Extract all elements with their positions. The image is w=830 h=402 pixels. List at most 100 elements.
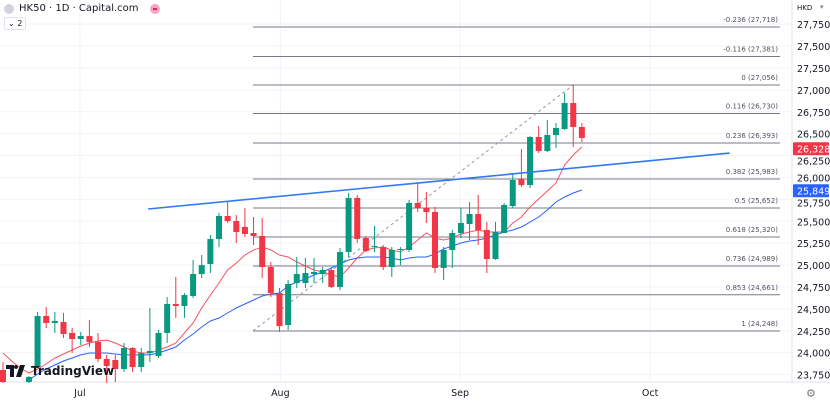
candle-body[interactable] [276,293,283,327]
time-tick-label: Aug [271,388,290,399]
candle-body[interactable] [86,336,93,342]
candle-body[interactable] [527,137,534,186]
candle-body[interactable] [129,348,136,368]
candle-body[interactable] [483,230,490,260]
candle-body[interactable] [302,273,309,284]
candle-body[interactable] [570,103,577,128]
price-label-text: 26,328 [797,145,830,156]
symbol-title[interactable]: HK50 · 1D · Capital.com [19,3,139,14]
trend-line[interactable] [148,152,730,210]
candle-body[interactable] [544,134,551,152]
candle-body[interactable] [259,235,266,267]
candle-body[interactable] [60,322,67,335]
price-tick-label: 24,250 [797,327,830,338]
fib-level-label: 0.618 (25,320) [726,226,778,234]
candle-body[interactable] [120,348,127,370]
candle-body[interactable] [492,232,499,260]
price-tick-label: 27,750 [797,20,830,31]
price-tick-label: 25,750 [797,199,830,210]
candle-body[interactable] [224,216,231,222]
candle-body[interactable] [95,341,102,359]
candle-body[interactable] [397,248,404,250]
price-tick-label: 26,250 [797,157,830,168]
candle-body[interactable] [241,226,248,234]
candle-body[interactable] [233,221,240,233]
candle-body[interactable] [552,127,559,135]
candle-body[interactable] [440,250,447,268]
candle-body[interactable] [146,350,153,354]
candle-body[interactable] [432,211,438,268]
candle-body[interactable] [198,265,205,275]
candle-body[interactable] [380,247,387,267]
candle-body[interactable] [112,360,119,370]
candle-body[interactable] [509,180,516,207]
candle-body[interactable] [285,283,292,325]
candle-body[interactable] [406,202,413,250]
price-tick-label: 26,750 [797,108,830,119]
price-tick-label: 27,250 [797,64,830,75]
candle-body[interactable] [34,315,41,368]
candle-body[interactable] [181,295,188,306]
candle-body[interactable] [345,197,352,253]
price-tick-label: 27,000 [797,86,830,97]
indicators-collapse-button[interactable]: ⌄ 2 [4,17,27,30]
candle-body[interactable] [371,245,378,248]
candle-body[interactable] [43,315,50,323]
candle-body[interactable] [207,238,214,265]
candle-body[interactable] [216,216,222,239]
candle-body[interactable] [388,250,395,267]
candle-body[interactable] [172,303,179,306]
candle-body[interactable] [164,303,171,333]
fib-level-label: 0.236 (26,393) [726,132,778,140]
candle-body[interactable] [51,320,58,323]
candle-body[interactable] [293,274,300,284]
candle-body[interactable] [250,233,257,236]
candle-body[interactable] [414,202,421,209]
logo-text: TradingView [31,364,115,378]
candle-body[interactable] [103,358,110,366]
candle-body[interactable] [457,223,464,234]
symbol-logo-icon [4,3,14,14]
chart-header: HK50 · 1D · Capital.com [4,3,160,14]
candle-body[interactable] [319,269,326,275]
candle-body[interactable] [0,370,6,383]
settings-gear-icon[interactable]: ⚙ [806,387,816,400]
candle-body[interactable] [69,332,76,339]
price-tick-label: 26,500 [797,130,830,141]
candle-body[interactable] [267,266,274,294]
candle-body[interactable] [561,103,568,130]
candle-body[interactable] [535,137,542,152]
candle-body[interactable] [138,353,145,368]
chevron-down-icon[interactable]: ▾ [820,3,824,11]
currency-selector[interactable]: HKD [797,4,813,12]
price-tick-label: 24,500 [797,305,830,316]
candle-body[interactable] [77,336,84,339]
candle-body[interactable] [578,127,585,138]
candle-body[interactable] [155,332,162,356]
candle-body[interactable] [190,274,197,296]
fib-level-label: 0 (27,056) [741,74,778,82]
price-label-badge [793,184,829,198]
fib-level-label: 0.736 (24,989) [726,255,778,263]
candle-body[interactable] [518,178,525,186]
time-tick-label: Jul [73,388,85,399]
fib-anchor-trend-line[interactable] [252,84,574,332]
candle-body[interactable] [466,213,473,224]
candle-body[interactable] [362,237,369,251]
market-status-icon[interactable] [149,3,160,14]
candle-body[interactable] [423,208,430,212]
candle-body[interactable] [354,197,361,239]
candle-body[interactable] [311,271,318,275]
candle-body[interactable] [449,233,456,250]
candle-body[interactable] [328,269,335,287]
price-tick-label: 26,000 [797,173,830,184]
candle-body[interactable] [475,213,482,231]
tradingview-logo[interactable]: TradingView [6,364,114,378]
candle-body[interactable] [336,252,343,287]
candle-body[interactable] [501,204,508,234]
price-tick-label: 24,000 [797,349,830,360]
candle-body[interactable] [25,377,32,383]
price-label-badge [793,142,829,156]
price-tick-label: 25,000 [797,261,830,272]
